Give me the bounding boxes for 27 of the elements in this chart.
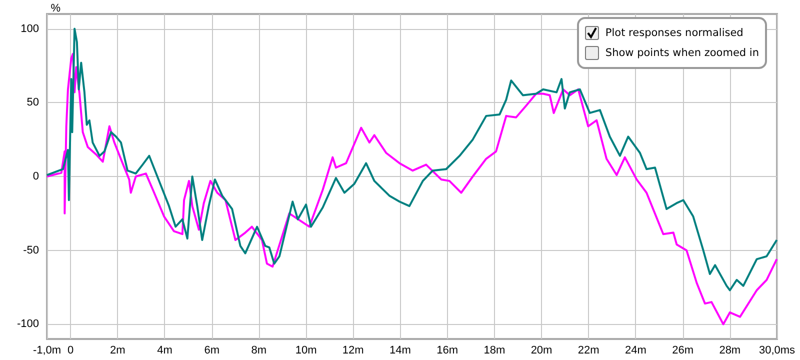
y-tick-label: 0: [32, 170, 39, 182]
x-tick-label: 8m: [251, 344, 267, 356]
line-series: [46, 28, 778, 292]
y-tick-label: -50: [23, 244, 39, 256]
y-tick-label: 50: [26, 96, 39, 109]
x-tick-label: 24m: [625, 344, 646, 356]
x-tick-label: 2m: [110, 344, 126, 356]
annotation: Show points when zoomed in: [605, 46, 759, 61]
x-tick-label: 4m: [157, 344, 172, 356]
annotation: Plot responses normalised: [605, 26, 744, 41]
x-tick-label: 12m: [342, 344, 364, 356]
x-tick-label: 18m: [484, 344, 506, 356]
y-tick-label: -100: [16, 318, 39, 330]
x-tick-label: 14m: [390, 344, 411, 356]
x-tick-label: 20m: [530, 344, 552, 356]
y-tick-label: 100: [20, 22, 39, 35]
x-tick-label: 28m: [719, 344, 741, 356]
x-tick-label: -1,0m: [32, 344, 62, 356]
x-tick-label: 26m: [672, 344, 694, 356]
x-tick-label: 0: [67, 344, 74, 356]
x-tick-label: 10m: [295, 344, 317, 356]
y-axis-title: %: [50, 2, 61, 14]
x-tick-label: 30,0ms: [758, 344, 796, 356]
options-panel: Plot responses normalised Show points when zoomed in: [577, 17, 767, 69]
x-tick-label: 6m: [204, 344, 220, 356]
x-tick-label: 16m: [436, 344, 458, 356]
x-tick-label: 22m: [578, 344, 600, 356]
